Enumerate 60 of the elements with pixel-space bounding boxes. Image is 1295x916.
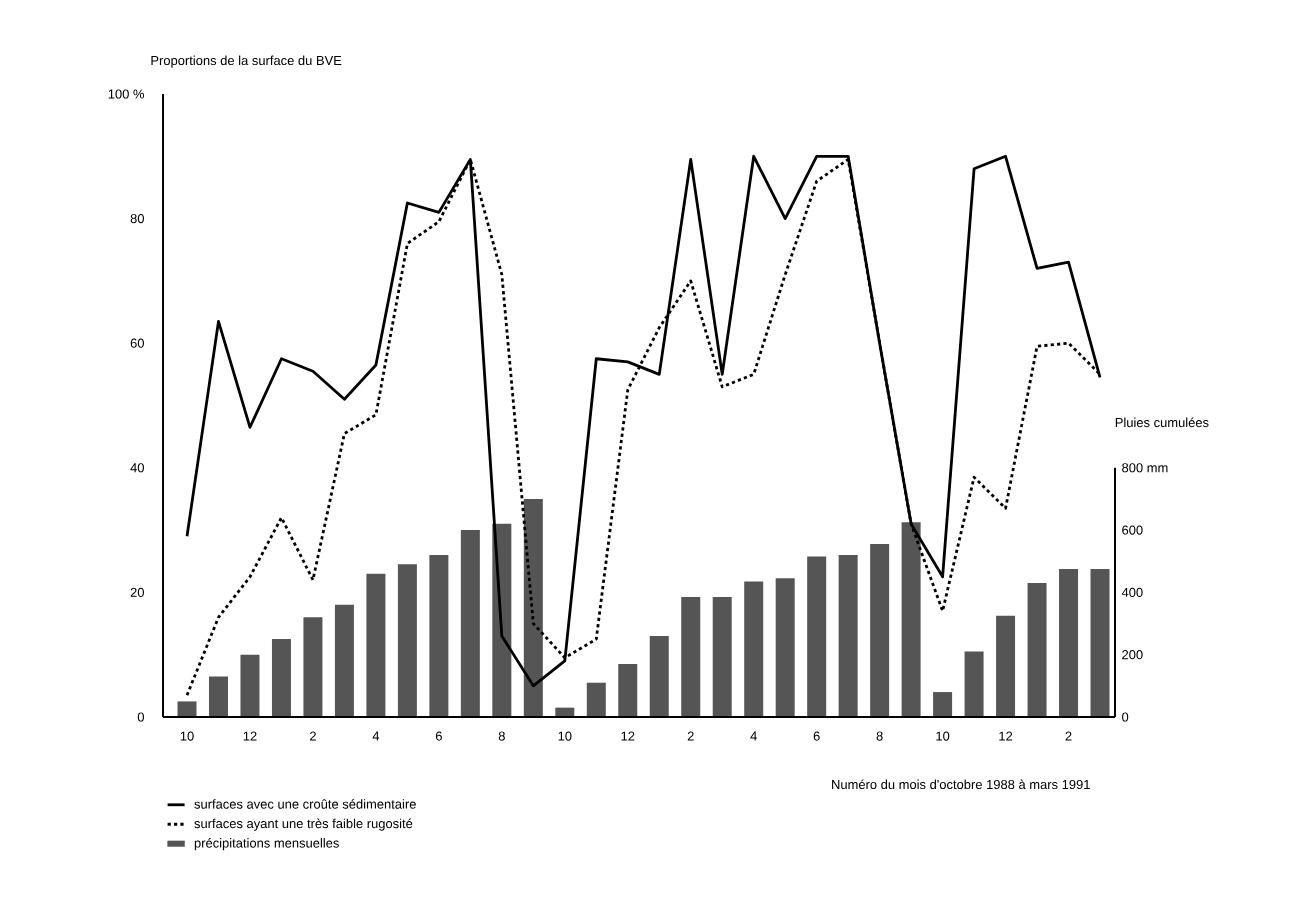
y-tick-label: 20: [130, 587, 144, 597]
bar: [1027, 583, 1047, 717]
bar: [460, 530, 480, 717]
y2-tick-label: 200: [1122, 650, 1143, 660]
bar: [901, 522, 921, 717]
y-tick-label: 40: [130, 463, 144, 473]
bar: [870, 544, 890, 717]
y-tick-label: 100 %: [108, 89, 145, 99]
bar: [429, 555, 449, 717]
y-tick-label: 80: [130, 213, 144, 224]
bar: [681, 597, 701, 717]
y-tick-label: 60: [130, 338, 144, 348]
bar: [586, 682, 606, 717]
y2-axis-title: Pluies cumulées: [1115, 417, 1209, 428]
x-tick-label: 10: [936, 731, 950, 741]
legend-label: précipitations mensuelles: [194, 837, 339, 851]
bar: [303, 617, 323, 717]
legend-label: surfaces ayant une très faible rugosité: [194, 818, 413, 831]
x-tick-label: 12: [999, 731, 1013, 741]
x-tick-label: 2: [310, 731, 316, 741]
bar: [996, 615, 1016, 717]
x-tick-label: 12: [243, 731, 257, 741]
x-tick-label: 12: [621, 731, 635, 741]
bar: [618, 664, 638, 717]
bar: [208, 676, 228, 717]
bar: [240, 654, 260, 717]
x-tick-label: 10: [558, 731, 572, 741]
bar: [649, 635, 669, 717]
bar: [366, 573, 386, 717]
bar: [1090, 569, 1110, 717]
x-tick-label: 4: [750, 731, 757, 741]
bar: [744, 581, 764, 717]
x-tick-label: 10: [180, 731, 194, 741]
y2-tick-label: 0: [1122, 712, 1129, 722]
y-tick-label: 0: [137, 712, 144, 722]
y2-tick-label: 600: [1122, 525, 1143, 535]
x-tick-label: 6: [813, 731, 820, 741]
y-axis-title: Proportions de la surface du BVE: [151, 55, 342, 68]
y2-tick-label: 800 mm: [1122, 463, 1168, 473]
bar: [177, 701, 197, 717]
bar: [807, 556, 827, 717]
x-tick-label: 8: [876, 731, 883, 741]
bar: [523, 498, 543, 717]
x-tick-label: 8: [498, 731, 505, 741]
bar: [334, 604, 354, 717]
x-tick-label: 2: [687, 731, 694, 741]
y2-tick-label: 400: [1121, 587, 1143, 597]
bar: [933, 692, 953, 717]
bar: [1059, 569, 1079, 717]
x-tick-label: 6: [435, 731, 442, 741]
bar: [397, 564, 417, 717]
x-tick-label: 4: [372, 731, 380, 741]
bar: [838, 555, 858, 717]
bar: [964, 651, 984, 717]
bar: [775, 578, 795, 717]
legend-label: surfaces avec une croûte sédimentaire: [194, 799, 416, 809]
x-tick-label: 2: [1065, 731, 1072, 741]
bar: [712, 597, 732, 717]
x-axis-title: Numéro du mois d'octobre 1988 à mars 1991: [832, 779, 1090, 790]
bar: [271, 639, 291, 717]
